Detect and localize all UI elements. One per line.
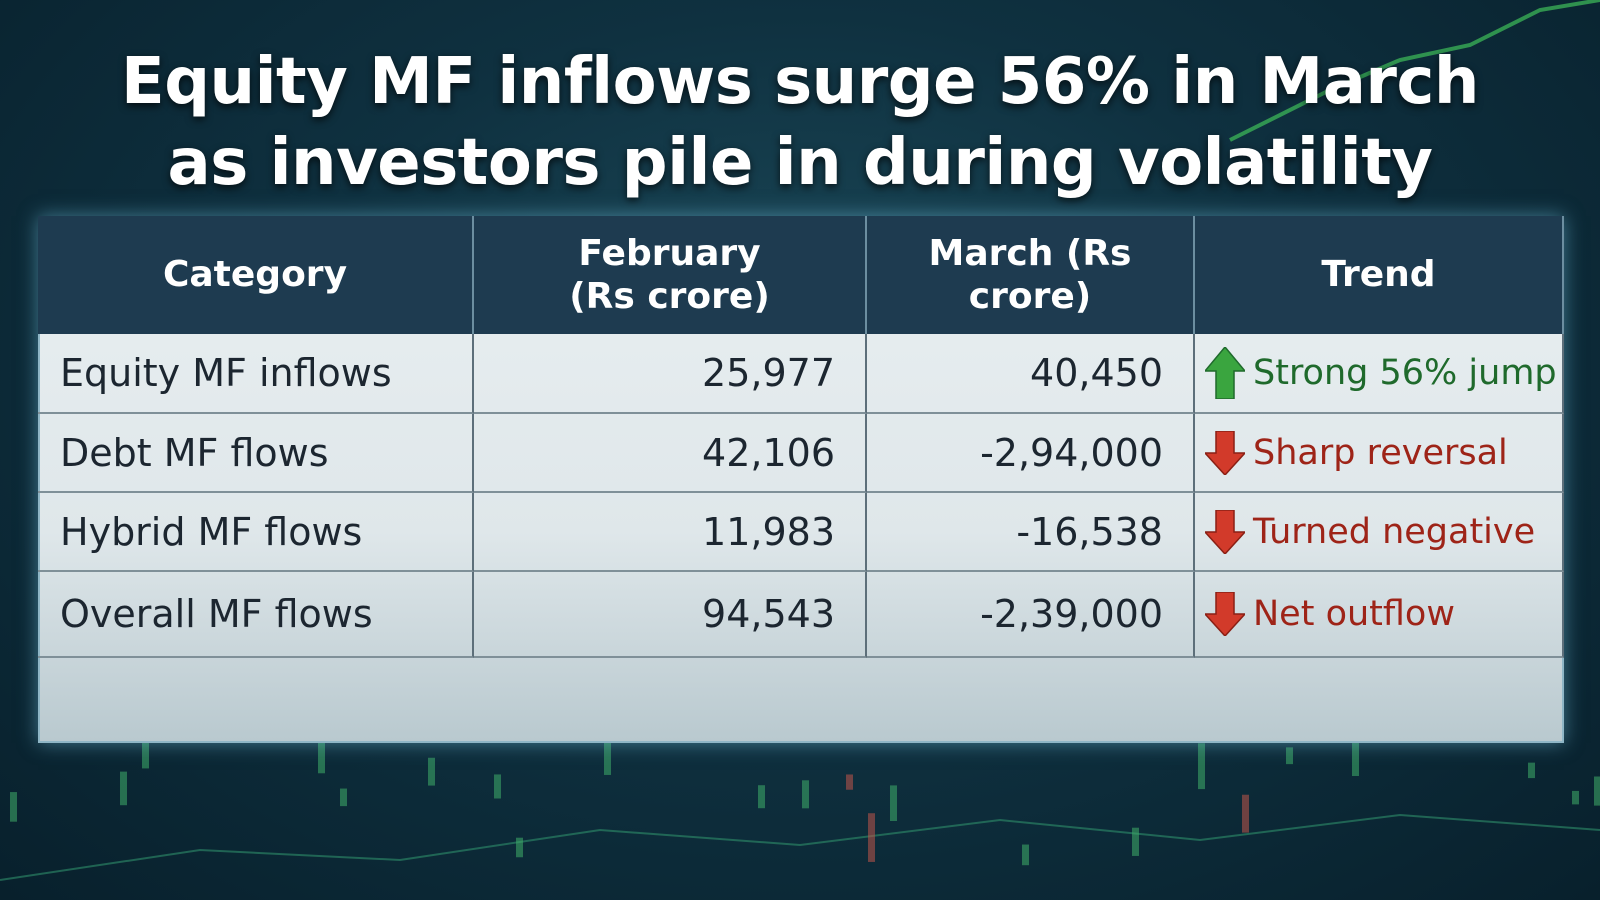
trend-cell-text: Sharp reversal xyxy=(1253,432,1508,473)
down-arrow xyxy=(1205,592,1245,636)
header-cell-text: Trend xyxy=(1321,254,1436,296)
table-cell-text: -2,39,000 xyxy=(980,592,1163,636)
header-cell: March (Rs crore) xyxy=(867,216,1195,334)
candle-decor xyxy=(1594,776,1600,806)
table-cell: Hybrid MF flows xyxy=(38,493,474,572)
candle-decor xyxy=(1352,732,1359,777)
candle-decor xyxy=(10,792,17,822)
candle-decor xyxy=(340,788,347,807)
table-cell: 11,983 xyxy=(474,493,867,572)
header-cell: Trend xyxy=(1195,216,1564,334)
up-arrow xyxy=(1205,347,1245,399)
table-cell: 42,106 xyxy=(474,414,867,493)
candle-decor xyxy=(1022,844,1029,866)
candle-decor xyxy=(1242,794,1249,833)
table-cell: -16,538 xyxy=(867,493,1195,572)
trend-cell-text: Strong 56% jump xyxy=(1253,353,1557,393)
trend-cell: Net outflow xyxy=(1195,572,1564,658)
header-cell: February (Rs crore) xyxy=(474,216,867,334)
candle-decor xyxy=(428,757,435,786)
header-cell: Category xyxy=(38,216,474,334)
candle-decor xyxy=(1132,827,1139,856)
candle-decor xyxy=(1198,743,1205,790)
down-arrow xyxy=(1205,509,1245,554)
table-cell: -2,39,000 xyxy=(867,572,1195,658)
table-cell: Debt MF flows xyxy=(38,414,474,493)
down-arrow xyxy=(1205,430,1245,475)
title-line: Equity MF inflows surge 56% in March xyxy=(121,45,1479,119)
candle-decor xyxy=(494,774,501,799)
candle-decor xyxy=(868,813,875,862)
table-cell-text: Overall MF flows xyxy=(60,592,373,636)
candle-decor xyxy=(516,837,523,858)
table-cell-text: 25,977 xyxy=(702,351,835,395)
title-line: as investors pile in during volatility xyxy=(167,126,1434,200)
candle-decor xyxy=(604,738,611,775)
table-cell-text: -16,538 xyxy=(1016,509,1163,554)
candle-decor xyxy=(1528,762,1535,779)
table-cell: 40,450 xyxy=(867,334,1195,414)
candle-decor xyxy=(802,780,809,809)
table-cell: 94,543 xyxy=(474,572,867,658)
table-cell: Overall MF flows xyxy=(38,572,474,658)
candle-decor xyxy=(120,771,127,806)
table-cell: Equity MF inflows xyxy=(38,334,474,414)
trend-cell-text: Net outflow xyxy=(1253,594,1455,634)
candle-decor xyxy=(318,724,325,774)
table-cell-text: 11,983 xyxy=(702,509,835,554)
candle-decor xyxy=(846,774,853,790)
table-cell-text: Equity MF inflows xyxy=(60,351,392,395)
trend-cell: Turned negative xyxy=(1195,493,1564,572)
table-cell-text: 40,450 xyxy=(1030,351,1163,395)
candle-decor xyxy=(142,732,149,769)
table-cell: 25,977 xyxy=(474,334,867,414)
trend-cell-text: Turned negative xyxy=(1253,511,1536,552)
table-cell-text: 94,543 xyxy=(702,592,835,636)
wave-decor xyxy=(0,813,1600,881)
trend-cell: Sharp reversal xyxy=(1195,414,1564,493)
table-cell-text: -2,94,000 xyxy=(980,430,1163,475)
table-cell-text: 42,106 xyxy=(702,430,835,475)
candle-decor xyxy=(1572,790,1579,805)
trend-line-decor xyxy=(1229,0,1600,142)
header-cell-text: Category xyxy=(162,254,348,296)
candle-decor xyxy=(890,785,897,821)
header-cell-text: March (Rs crore) xyxy=(928,232,1132,317)
candle-decor xyxy=(758,785,765,809)
trend-cell: Strong 56% jump xyxy=(1195,334,1564,414)
table-cell: -2,94,000 xyxy=(867,414,1195,493)
candle-decor xyxy=(1286,747,1293,765)
table-cell-text: Hybrid MF flows xyxy=(60,509,363,554)
header-cell-text: February (Rs crore) xyxy=(569,232,770,317)
table-cell-text: Debt MF flows xyxy=(60,430,329,475)
